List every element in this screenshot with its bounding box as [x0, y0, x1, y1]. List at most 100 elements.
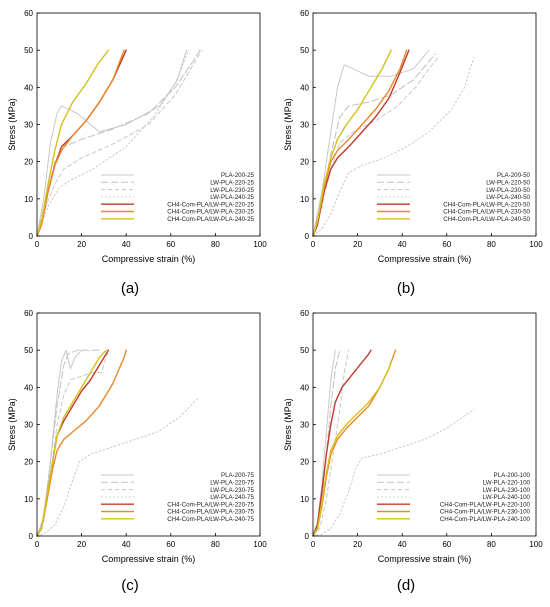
x-tick-label: 80	[211, 540, 220, 549]
y-tick-label: 10	[24, 495, 33, 504]
legend-label: CH4-Com-PLA/LW-PLA-220-25	[167, 201, 254, 208]
legend-label: CH4-Com-PLA/LW-PLA-240-75	[167, 516, 254, 523]
y-axis-label: Stress (MPa)	[7, 98, 17, 151]
x-tick-label: 20	[353, 240, 362, 249]
x-tick-label: 60	[442, 540, 451, 549]
y-tick-label: 20	[24, 158, 33, 167]
y-tick-label: 50	[24, 346, 33, 355]
series-line	[312, 57, 475, 237]
legend-label: CH4-Com-PLA/LW-PLA-240-50	[443, 216, 530, 223]
x-tick-label: 40	[398, 540, 407, 549]
chart-panel-1: 0 20 40 60 80 100 0 10 20 30 40 50 60 Compressive str…	[7, 9, 267, 297]
legend-label: CH4-Com-PLA/LW-PLA-240-25	[167, 216, 254, 223]
x-tick-label: 0	[311, 240, 316, 249]
y-tick-label: 60	[300, 9, 309, 18]
y-tick-label: 20	[24, 458, 33, 467]
x-tick-label: 60	[442, 240, 451, 249]
panel-label: (c)	[121, 577, 139, 594]
series-line	[312, 49, 408, 237]
legend-label: LW-PLA-230-25	[210, 187, 254, 194]
series-line	[36, 49, 187, 237]
series-line	[36, 349, 107, 537]
legend-label: CH4-Com-PLA/LW-PLA-220-75	[167, 501, 254, 508]
series-line	[36, 49, 203, 237]
y-tick-label: 10	[300, 195, 309, 204]
legend-label: PLA-200-100	[494, 472, 531, 479]
series-line	[312, 49, 392, 237]
legend-label: LW-PLA-220-25	[210, 180, 254, 187]
legend-label: LW-PLA-240-75	[210, 494, 254, 501]
y-tick-label: 60	[300, 309, 309, 318]
y-tick-label: 50	[300, 346, 309, 355]
x-tick-label: 60	[166, 240, 175, 249]
y-tick-label: 0	[305, 232, 310, 241]
y-tick-label: 50	[300, 46, 309, 55]
legend-label: LW-PLA-240-25	[210, 194, 254, 201]
legend-label: CH4-Com-PLA/LW-PLA-230-75	[167, 509, 254, 516]
series-line	[36, 49, 110, 237]
x-tick-label: 40	[398, 240, 407, 249]
series-line	[312, 360, 392, 537]
series-line	[36, 349, 109, 537]
series-line	[312, 409, 475, 537]
legend-label: PLA-200-25	[221, 172, 255, 179]
x-tick-label: 100	[529, 240, 543, 249]
x-tick-label: 40	[122, 540, 131, 549]
x-tick-label: 80	[487, 240, 496, 249]
y-tick-label: 10	[300, 495, 309, 504]
series-line	[36, 349, 127, 537]
series-line	[36, 49, 190, 237]
legend-label: CH4-Com-PLA/LW-PLA-230-50	[443, 209, 530, 216]
legend-label: LW-PLA-240-50	[486, 194, 530, 201]
x-tick-label: 0	[35, 540, 40, 549]
x-tick-label: 20	[77, 540, 86, 549]
series-line	[36, 49, 125, 237]
x-tick-label: 60	[166, 540, 175, 549]
y-tick-label: 30	[300, 121, 309, 130]
legend-label: LW-PLA-230-50	[486, 187, 530, 194]
legend-label: PLA-200-75	[221, 472, 255, 479]
y-tick-label: 40	[24, 383, 33, 392]
y-tick-label: 30	[300, 421, 309, 430]
y-tick-label: 60	[24, 309, 33, 318]
legend-label: LW-PLA-220-75	[210, 480, 254, 487]
y-tick-label: 40	[300, 83, 309, 92]
panel-label: (b)	[397, 280, 415, 297]
legend-label: PLA-200-50	[497, 172, 531, 179]
chart-panel-2: 0 20 40 60 80 100 0 10 20 30 40 50 60 Compressive str…	[283, 9, 543, 297]
legend-label: CH4-Com-PLA/LW-PLA-220-100	[440, 501, 531, 508]
x-tick-label: 80	[211, 240, 220, 249]
legend-label: CH4-Com-PLA/LW-PLA-220-50	[443, 201, 530, 208]
x-axis-label: Compressive strain (%)	[102, 554, 196, 564]
legend-label: LW-PLA-240-100	[483, 494, 531, 501]
x-tick-label: 20	[353, 540, 362, 549]
panel-label: (d)	[397, 577, 415, 594]
y-tick-label: 40	[300, 383, 309, 392]
x-axis-label: Compressive strain (%)	[378, 254, 472, 264]
panel-label: (a)	[121, 280, 139, 297]
legend-label: CH4-Com-PLA/LW-PLA-230-25	[167, 209, 254, 216]
x-tick-label: 20	[77, 240, 86, 249]
series-line	[312, 49, 410, 237]
y-tick-label: 30	[24, 121, 33, 130]
y-axis-label: Stress (MPa)	[7, 398, 17, 451]
y-tick-label: 30	[24, 421, 33, 430]
x-tick-label: 100	[253, 540, 267, 549]
series-line	[36, 349, 100, 537]
x-tick-label: 80	[487, 540, 496, 549]
series-line	[36, 398, 199, 537]
series-line	[36, 349, 83, 537]
y-tick-label: 10	[24, 195, 33, 204]
x-tick-label: 0	[35, 240, 40, 249]
y-tick-label: 60	[24, 9, 33, 18]
chart-panel-3: 0 20 40 60 80 100 0 10 20 30 40 50 60 Compressive str…	[7, 309, 267, 594]
series-line	[312, 49, 430, 237]
x-tick-label: 0	[311, 540, 316, 549]
x-axis-label: Compressive strain (%)	[102, 254, 196, 264]
x-tick-label: 100	[253, 240, 267, 249]
x-tick-label: 40	[122, 240, 131, 249]
legend-label: CH4-Com-PLA/LW-PLA-230-100	[440, 509, 531, 516]
legend-label: CH4-Com-PLA/LW-PLA-240-100	[440, 516, 531, 523]
series-line	[312, 349, 372, 537]
